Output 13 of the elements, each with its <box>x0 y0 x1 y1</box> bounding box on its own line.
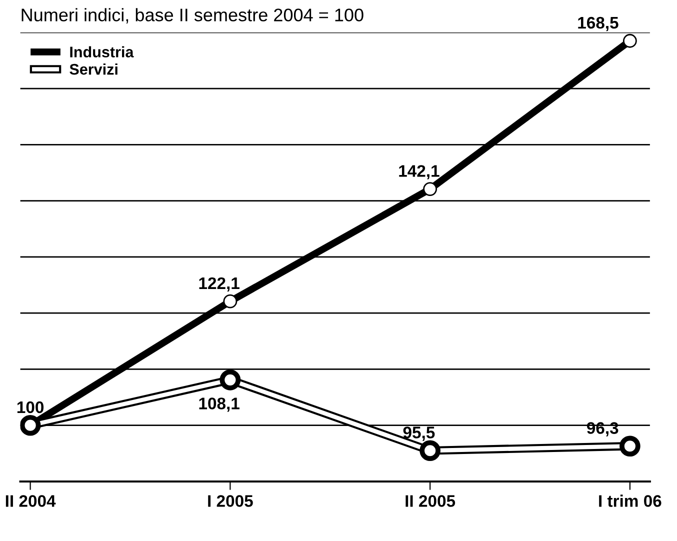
data-label: 100 <box>17 401 44 414</box>
chart-title: Numeri indici, base II semestre 2004 = 100 <box>22 8 364 24</box>
x-tick-label: II 2005 <box>406 495 456 507</box>
data-label: 168,5 <box>578 16 618 32</box>
data-label: 142,1 <box>399 165 440 180</box>
data-label: 122,1 <box>199 277 240 292</box>
data-label: 108,1 <box>199 398 240 412</box>
x-tick-label: II 2004 <box>6 495 56 507</box>
x-tick-label: I trim 06 <box>599 494 662 507</box>
legend-label: Servizi <box>70 64 118 75</box>
legend-label: Industria <box>70 46 134 58</box>
data-label: 95,5 <box>403 426 435 441</box>
x-tick-label: I 2005 <box>208 495 253 507</box>
